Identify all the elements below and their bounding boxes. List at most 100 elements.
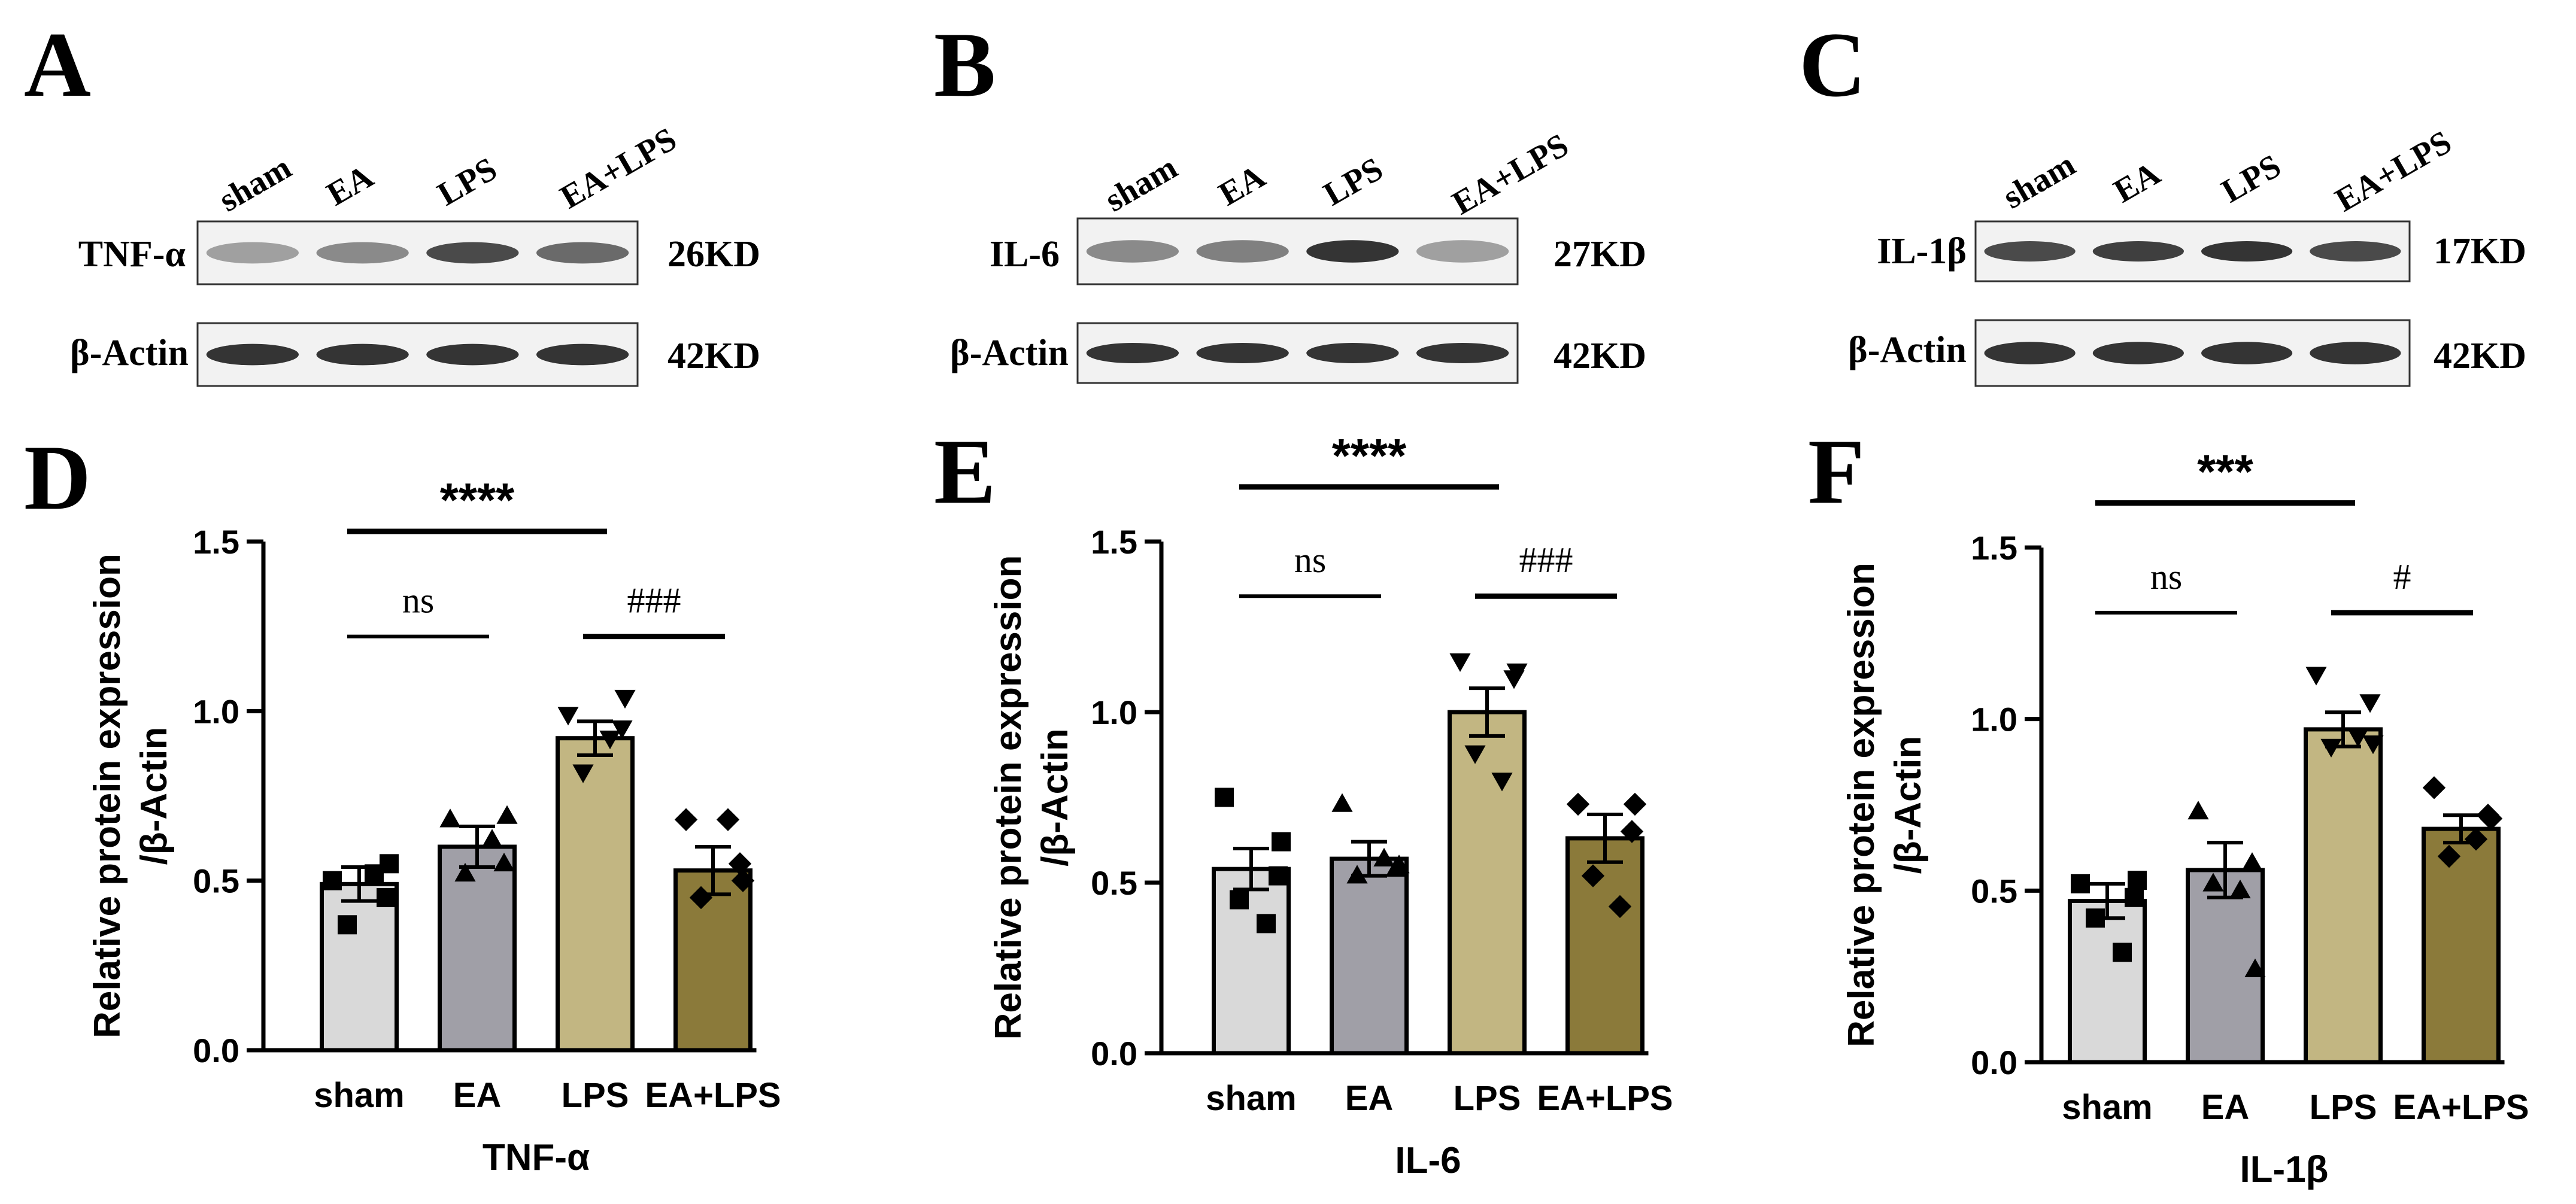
blot-bands-actin — [1086, 343, 1509, 363]
data-point — [674, 808, 698, 831]
blot-band — [206, 343, 299, 366]
data-point — [572, 764, 594, 783]
significance-label: *** — [2197, 445, 2253, 498]
blot-size-target: 17KD — [2434, 231, 2526, 272]
bar — [1330, 856, 1409, 1056]
data-point — [2359, 694, 2381, 713]
blot-row-label-target: IL-6 — [990, 234, 1060, 275]
blot-bands-target — [1984, 241, 2401, 262]
data-point — [2241, 852, 2263, 871]
data-point — [2125, 887, 2144, 907]
data-point — [2071, 874, 2090, 893]
y-tick-label: 0.5 — [1091, 864, 1137, 902]
data-point — [2437, 844, 2461, 868]
significance-label: **** — [1332, 429, 1407, 482]
panel-letter: D — [24, 426, 91, 529]
data-point — [2244, 958, 2266, 977]
blot-bands-actin — [206, 343, 629, 366]
blot-band — [1416, 240, 1509, 263]
chart-panel-f: F 0.0 0.5 1.0 1.5 Relative protein expression… — [1808, 420, 2529, 1190]
data-point — [1623, 792, 1647, 816]
panel-letter: F — [1808, 420, 1865, 523]
blot-band — [426, 242, 519, 264]
blot-panel-c: C sham EA LPS EA+LPS IL-1β 17KD β-Actin … — [1799, 13, 2526, 387]
data-point — [323, 871, 342, 890]
x-tick-label: EA+LPS — [2393, 1088, 2529, 1127]
data-point — [2229, 879, 2251, 899]
blot-band — [316, 343, 409, 366]
y-tick-label: 1.5 — [1971, 529, 2017, 567]
data-point — [1272, 832, 1291, 852]
blot-band — [2201, 342, 2293, 364]
lane-label-lps: LPS — [432, 150, 503, 213]
data-point — [2202, 872, 2224, 892]
data-point — [1346, 865, 1368, 884]
lane-label-sham: sham — [1099, 149, 1184, 219]
y-axis-label: Relative protein expression/β-Actin — [988, 555, 1076, 1040]
x-tick-label: sham — [2062, 1088, 2153, 1127]
data-point — [493, 852, 515, 872]
lane-label-sham: sham — [213, 149, 298, 219]
chart-panel-e: E 0.0 0.5 1.0 1.5 Relative protein expression… — [934, 420, 1673, 1181]
data-point — [2479, 807, 2503, 831]
blot-size-actin: 42KD — [1554, 336, 1646, 376]
blot-band — [1984, 241, 2076, 262]
data-point — [1491, 773, 1513, 792]
blot-size-target: 27KD — [1554, 234, 1646, 275]
x-tick-label: LPS — [1454, 1079, 1521, 1118]
data-point — [2320, 738, 2342, 758]
data-point — [2305, 667, 2327, 686]
data-point — [1230, 890, 1249, 910]
blot-size-actin: 42KD — [667, 336, 760, 376]
blot-band — [1196, 343, 1289, 363]
y-tick-label: 1.5 — [1091, 523, 1137, 561]
blot-band — [1086, 240, 1179, 263]
bar — [2422, 826, 2501, 1065]
data-point — [1608, 895, 1632, 919]
data-point — [1269, 866, 1288, 886]
data-point — [716, 808, 740, 831]
blot-bands-target — [206, 242, 629, 264]
x-tick-label: EA — [453, 1076, 502, 1115]
blot-row-label-actin: β-Actin — [70, 333, 189, 373]
blot-row-label-actin: β-Actin — [950, 333, 1069, 373]
data-point — [2347, 728, 2369, 747]
y-tick-label: 0.0 — [1971, 1044, 2017, 1081]
lane-label-ea: EA — [1213, 157, 1272, 213]
blot-band — [1984, 342, 2076, 364]
x-tick-label: sham — [314, 1076, 405, 1115]
blot-band — [1416, 343, 1509, 363]
x-tick-label: sham — [1206, 1079, 1297, 1118]
x-axis-label: TNF-α — [483, 1137, 590, 1178]
significance-label: **** — [440, 473, 515, 527]
data-point — [614, 689, 636, 709]
data-point — [611, 720, 633, 740]
data-point — [689, 886, 713, 910]
blot-band — [316, 242, 409, 264]
data-point — [728, 852, 752, 875]
significance-label: ### — [1519, 540, 1573, 580]
blot-band — [2310, 241, 2401, 262]
data-point — [1373, 847, 1395, 866]
blot-band — [536, 242, 629, 264]
x-tick-label: EA — [2201, 1088, 2250, 1127]
significance-label: ### — [627, 581, 681, 621]
bar — [1448, 710, 1527, 1056]
lane-label-ea-lps: EA+LPS — [2329, 123, 2458, 219]
lane-label-lps: LPS — [2216, 147, 2287, 210]
blot-band — [1306, 240, 1399, 263]
significance-label: # — [2393, 557, 2411, 597]
data-point — [2128, 871, 2147, 890]
data-point — [454, 862, 476, 882]
data-point — [439, 808, 461, 828]
blot-row-label-target: TNF-α — [78, 234, 186, 275]
lane-label-ea: EA — [2108, 154, 2167, 210]
data-point — [2362, 735, 2384, 755]
data-point — [731, 869, 755, 892]
blot-row-label-target: IL-1β — [1877, 231, 1967, 272]
y-tick-label: 0.5 — [193, 862, 239, 900]
blot-band — [2092, 342, 2184, 364]
blot-bands-target — [1086, 240, 1509, 263]
bar — [1565, 836, 1644, 1056]
data-point — [1331, 793, 1353, 812]
